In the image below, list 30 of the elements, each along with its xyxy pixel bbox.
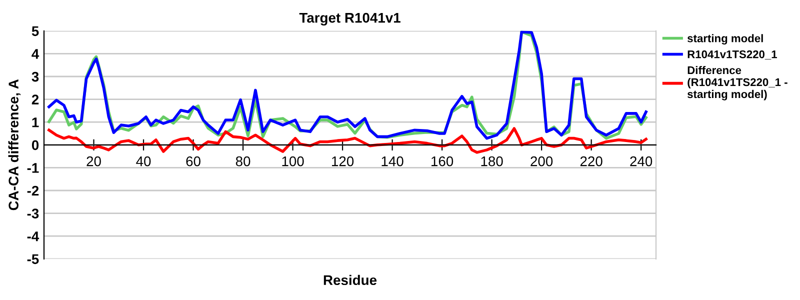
- y-tick-label: -2: [27, 186, 39, 196]
- x-tick-label: 40: [136, 156, 151, 166]
- y-tick-label: -1: [27, 163, 39, 173]
- y-tick-label: 4: [32, 49, 40, 59]
- x-tick-label: 20: [86, 156, 101, 166]
- y-tick-label: 2: [32, 94, 39, 104]
- x-axis-title: Residue: [324, 274, 377, 286]
- x-tick-label: 120: [332, 156, 354, 166]
- y-tick-label: 5: [32, 26, 39, 36]
- y-tick-label: 0: [32, 140, 39, 150]
- x-tick-label: 140: [382, 156, 404, 166]
- x-tick-label: 80: [236, 156, 250, 166]
- y-tick-label: -3: [27, 208, 39, 218]
- x-tick-label: 100: [282, 156, 304, 166]
- y-tick-label: -4: [27, 232, 40, 242]
- chart-title: Target R1041v1: [299, 12, 400, 26]
- x-tick-label: 180: [481, 156, 503, 166]
- y-tick-label: 1: [32, 118, 39, 128]
- x-tick-label: 160: [432, 156, 454, 166]
- x-tick-label: 60: [186, 156, 200, 166]
- x-tick-label: 220: [580, 156, 602, 166]
- line-series: [48, 127, 648, 154]
- y-tick-label: 3: [32, 72, 39, 82]
- x-tick-label: 240: [630, 156, 652, 166]
- legend-label: starting model: [688, 34, 763, 45]
- x-tick-label: 200: [530, 156, 553, 166]
- y-axis-title: CA-CA difference, A: [8, 79, 21, 210]
- legend-label: Difference (R1041v1TS220_1 - starting model): [688, 66, 788, 100]
- y-tick-label: -5: [27, 254, 39, 264]
- legend-label: R1041v1TS220_1: [688, 50, 777, 60]
